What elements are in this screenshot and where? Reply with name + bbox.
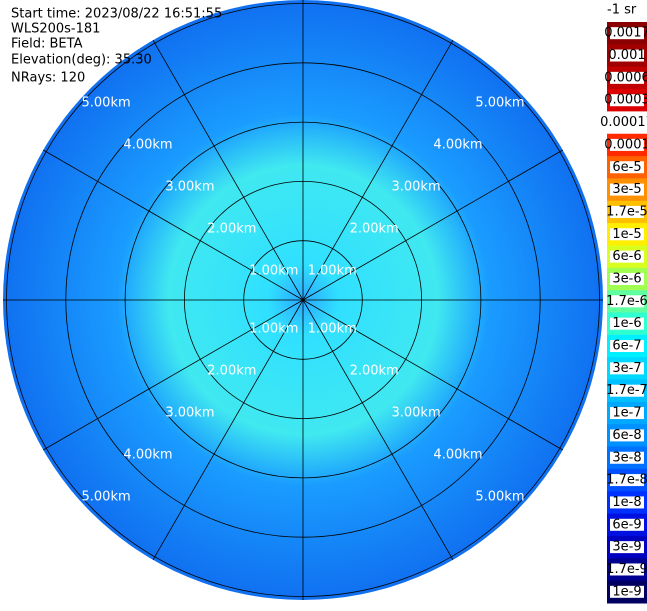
colorbar-label-box [610, 49, 644, 62]
colorbar-label: 1.7e-6 [606, 294, 647, 309]
range-label: 1.00km [308, 263, 357, 278]
range-label: 3.00km [391, 179, 440, 194]
colorbar-label-box [610, 496, 644, 509]
colorbar-label-box [610, 161, 644, 174]
colorbar-label-box [610, 205, 644, 218]
range-label: 4.00km [433, 138, 482, 153]
range-label: 1.00km [308, 322, 357, 337]
colorbar-label-box [610, 272, 644, 285]
range-label: 5.00km [82, 96, 131, 111]
colorbar-label: 1e-7 [612, 406, 641, 421]
range-label: 2.00km [350, 221, 399, 236]
info-text: Field: BETA [11, 37, 83, 52]
spoke [42, 149, 304, 301]
range-label: 1.00km [249, 322, 298, 337]
colorbar-label: 1.7e-5 [606, 204, 647, 219]
spoke [302, 149, 564, 301]
range-label: 4.00km [433, 447, 482, 462]
colorbar-label-box [610, 250, 644, 263]
spoke [152, 299, 304, 561]
info-text: NRays: 120 [11, 71, 85, 86]
info-text: Elevation(deg): 35.30 [11, 53, 152, 68]
colorbar-label-box [610, 585, 644, 598]
spoke [302, 299, 564, 451]
colorbar-label-box [610, 295, 644, 308]
range-ring [124, 121, 482, 479]
colorbar-label: 0.001 [608, 48, 645, 63]
colorbar-label: 6e-9 [612, 517, 641, 532]
colorbar-label-box [610, 138, 644, 151]
range-ring [65, 62, 541, 538]
range-label: 5.00km [82, 489, 131, 504]
colorbar-label-box [610, 116, 644, 129]
colorbar-label-box [610, 407, 644, 420]
range-label: 2.00km [207, 221, 256, 236]
colorbar-label: 1.7e-9 [606, 562, 647, 577]
spoke [302, 39, 454, 301]
colorbar-label: 3e-9 [612, 540, 641, 555]
range-label: 5.00km [475, 96, 524, 111]
colorbar-label: 3e-7 [612, 361, 641, 376]
colorbar-title: -1 sr [607, 3, 637, 18]
range-label: 4.00km [123, 447, 172, 462]
colorbar-label-box [610, 518, 644, 531]
colorbar-label-box [610, 474, 644, 487]
colorbar-label: 3e-6 [612, 271, 641, 286]
range-label: 3.00km [391, 406, 440, 421]
colorbar-label-box [610, 183, 644, 196]
colorbar-label-box [610, 429, 644, 442]
colorbar-label: 3e-8 [612, 450, 641, 465]
range-ring [183, 180, 422, 419]
range-label: 2.00km [350, 364, 399, 379]
info-text: WLS200s-181 [11, 22, 100, 37]
colorbar-label-box [610, 563, 644, 576]
colorbar-label: 1e-5 [612, 227, 641, 242]
colorbar-label: 1.7e-8 [606, 473, 647, 488]
colorbar-label-box [610, 384, 644, 397]
colorbar-label-box [610, 71, 644, 84]
colorbar-label: 0.00017 [600, 115, 647, 130]
colorbar-label: 1e-9 [612, 584, 641, 599]
colorbar-label: 6e-6 [612, 249, 641, 264]
info-text: Start time: 2023/08/22 16:51:55 [11, 7, 222, 22]
range-label: 3.00km [165, 406, 214, 421]
colorbar-label: 6e-7 [612, 339, 641, 354]
spoke [302, 299, 454, 561]
colorbar-label-box [610, 340, 644, 353]
colorbar-label-box [610, 451, 644, 464]
colorbar-label: 1e-6 [612, 316, 641, 331]
colorbar-label: 1e-8 [612, 495, 641, 510]
colorbar-label: 0.0003 [604, 93, 647, 108]
colorbar-label: 0.0001 [604, 137, 647, 152]
range-label: 3.00km [165, 179, 214, 194]
spoke [42, 299, 304, 451]
range-label: 2.00km [207, 364, 256, 379]
range-label: 5.00km [475, 489, 524, 504]
colorbar-label: 6e-8 [612, 428, 641, 443]
range-label: 4.00km [123, 138, 172, 153]
colorbar-label-box [610, 228, 644, 241]
spoke [152, 39, 304, 301]
colorbar-label-box [610, 94, 644, 107]
colorbar-label-box [610, 317, 644, 330]
colorbar-label-box [610, 541, 644, 554]
colorbar-label-box [610, 27, 644, 40]
colorbar-label: 1.7e-7 [606, 383, 647, 398]
colorbar-label-box [610, 362, 644, 375]
range-ring [6, 3, 600, 597]
colorbar-label: 0.0017 [604, 26, 647, 41]
range-ring [243, 240, 363, 360]
range-label: 1.00km [249, 263, 298, 278]
colorbar-label: 6e-5 [612, 160, 641, 175]
colorbar-label: 0.0006 [604, 70, 647, 85]
colorbar-label: 3e-5 [612, 182, 641, 197]
